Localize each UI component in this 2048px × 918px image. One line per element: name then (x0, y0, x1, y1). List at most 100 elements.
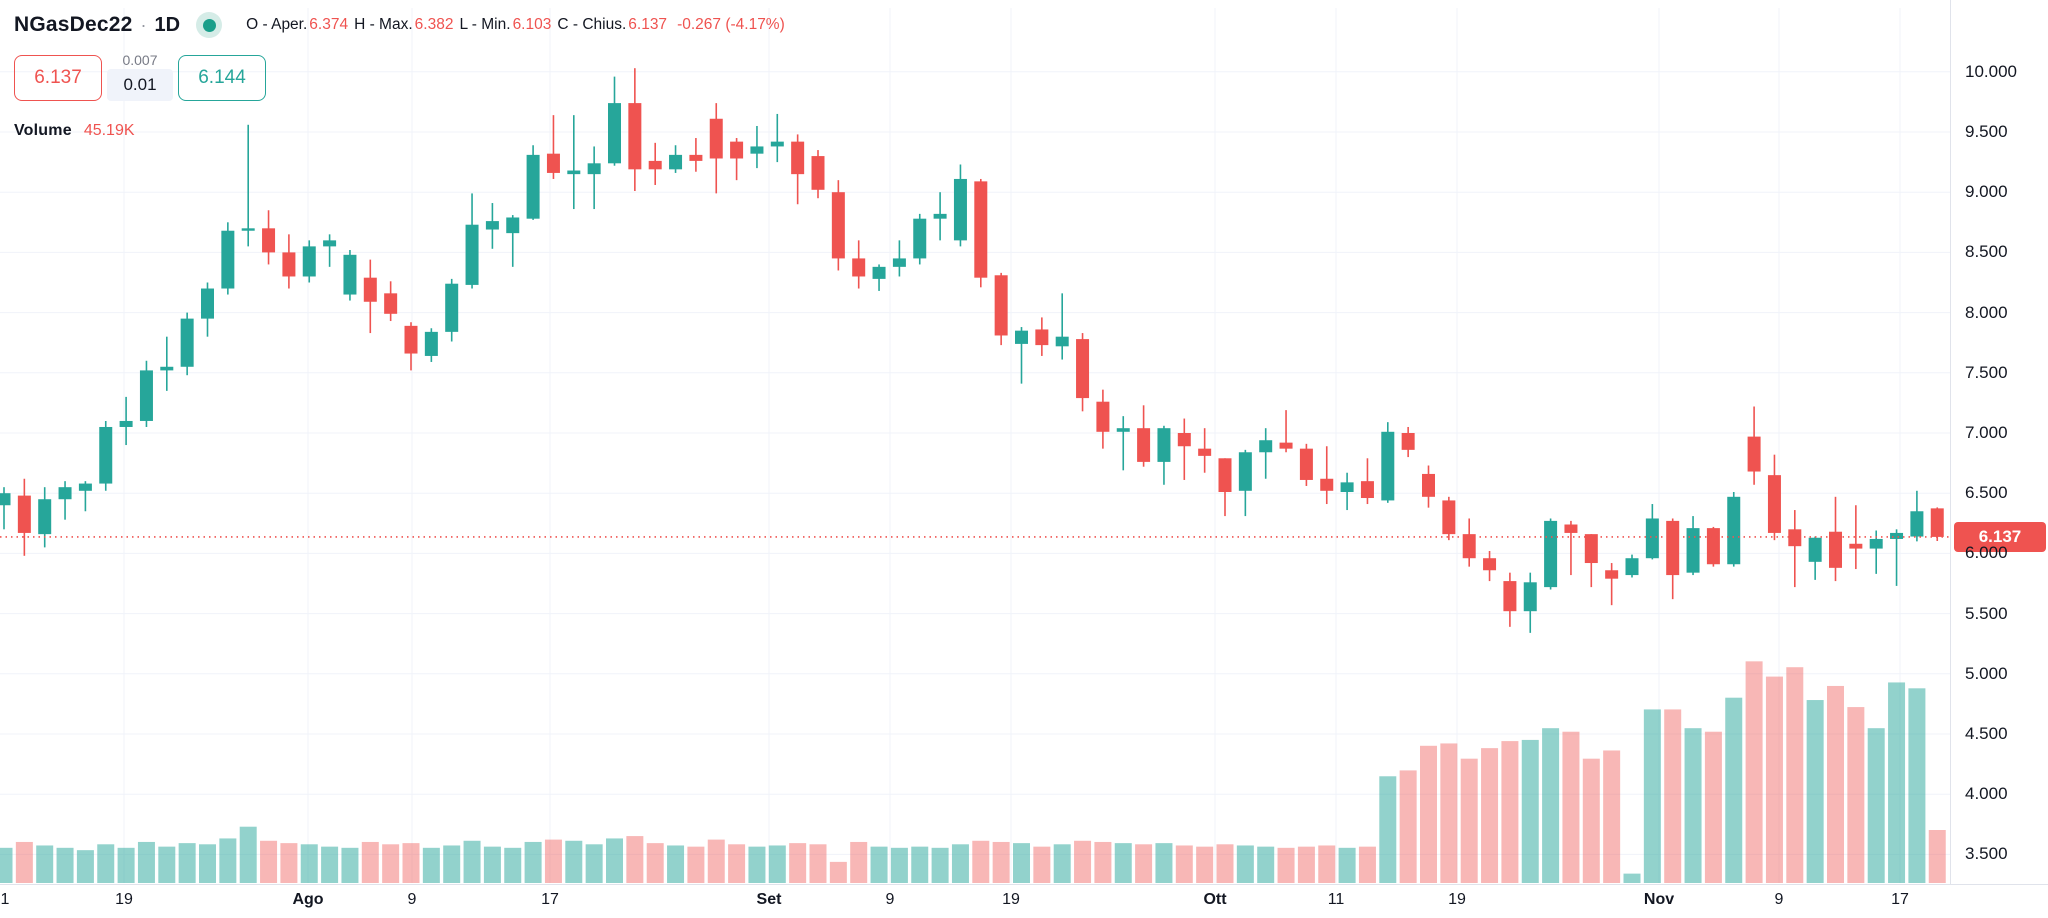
candle-body (831, 192, 845, 259)
candle-body (669, 154, 683, 170)
ohlc-field-value: 6.374 (309, 16, 349, 33)
volume-bar (829, 861, 847, 883)
candle-body (1076, 339, 1090, 399)
volume-bar (463, 840, 481, 883)
volume-bar (1684, 728, 1702, 883)
candle-body (1340, 482, 1354, 492)
volume-bar (1582, 758, 1600, 883)
change-readout: -0.267 (-4.17%) (677, 16, 785, 33)
candle-body (994, 275, 1008, 336)
price-tick-label: 9.000 (1965, 182, 2008, 202)
candle-body (1890, 532, 1904, 539)
candle-body (506, 217, 520, 234)
candle-body (1299, 448, 1313, 480)
time-axis[interactable]: 1 19 Ago 9 17 Set 9 19 Ott 11 19 Nov 9 17 (0, 884, 2048, 918)
volume-bar (1175, 845, 1193, 883)
volume-bar (544, 839, 562, 883)
buy-ask-button[interactable]: 6.144 (178, 55, 266, 101)
volume-bar (1379, 776, 1397, 883)
quote-panel: 6.137 0.007 0.01 6.144 (14, 52, 266, 101)
candle-body (58, 487, 72, 500)
volume-bar (76, 850, 94, 883)
price-tick-label: 10.000 (1965, 61, 2017, 81)
volume-bar (1216, 844, 1234, 883)
candle-body (384, 293, 398, 314)
volume-bar (341, 847, 359, 883)
time-tick-label: 19 (1002, 891, 1020, 908)
volume-bar (300, 844, 318, 883)
volume-bar (1623, 873, 1641, 883)
volume-bar (667, 845, 685, 883)
candle-body (953, 178, 967, 241)
volume-bar (646, 843, 664, 883)
candle-body (608, 103, 621, 164)
price-axis[interactable]: 6.137 10.000 9.500 9.000 8.500 8.000 7.500 7.0… (1950, 0, 2048, 884)
volume-bar (1358, 846, 1376, 883)
candle-body (526, 154, 540, 219)
candle-body (892, 258, 906, 267)
candle-body (1584, 534, 1598, 564)
candle-body (1381, 431, 1395, 501)
candle-body (1055, 336, 1069, 347)
candle-body (424, 331, 438, 356)
volume-bar (1664, 709, 1682, 883)
volume-bar (768, 845, 786, 883)
volume-bar (1562, 731, 1580, 883)
candle-body (1727, 496, 1741, 565)
volume-bar (219, 838, 237, 883)
candle-body (791, 141, 805, 175)
volume-bar (1827, 685, 1844, 883)
volume-value: 45.19K (83, 122, 135, 139)
volume-bar (422, 847, 440, 883)
volume-bar (728, 844, 746, 883)
price-tick-label: 7.000 (1965, 423, 2008, 442)
volume-bar (809, 844, 827, 883)
candle-body (1503, 581, 1517, 612)
volume-bar (1521, 739, 1539, 883)
volume-bar (239, 826, 257, 883)
candle-body (1157, 428, 1171, 462)
candle-body (1279, 442, 1293, 449)
volume-bar (443, 845, 461, 883)
volume-bar (1033, 846, 1051, 883)
volume-bar (687, 846, 705, 883)
volume-bar (1297, 846, 1315, 883)
symbol-name[interactable]: NGasDec22 (14, 13, 133, 36)
candle-body (1137, 428, 1151, 462)
sell-bid-button[interactable]: 6.137 (14, 55, 102, 101)
candle-body (1401, 433, 1415, 450)
volume-bar (870, 846, 888, 883)
candle-body (1625, 558, 1639, 576)
candle-body (1686, 528, 1700, 573)
time-tick-month-label: Ago (292, 891, 324, 908)
volume-bar (97, 844, 115, 883)
chart-legend: NGasDec22 · 1D O - Aper. 6.374 H - Max. 6.3… (14, 12, 785, 38)
volume-bar (1725, 697, 1743, 883)
price-tick-label: 7.500 (1965, 362, 2008, 382)
volume-label[interactable]: Volume (14, 122, 72, 139)
candle-body (363, 277, 377, 302)
candle-body (852, 258, 866, 277)
volume-bar (1155, 843, 1173, 883)
volume-bar (1135, 844, 1153, 883)
candle-body (1360, 481, 1374, 499)
volume-bar (1888, 682, 1906, 883)
ohlc-field-value: 6.382 (414, 16, 454, 33)
timeframe-label[interactable]: 1D (154, 13, 181, 36)
volume-bar (748, 846, 766, 883)
candle-body (1483, 558, 1497, 571)
volume-bar (1399, 770, 1417, 883)
ohlc-field-value: 6.103 (512, 16, 552, 33)
price-tick-label: 4.000 (1965, 784, 2008, 804)
volume-bar (911, 846, 929, 883)
time-tick-month-label: Nov (1643, 891, 1675, 908)
candle-body (648, 160, 662, 170)
volume-bar (321, 846, 339, 883)
volume-bar (1786, 667, 1804, 883)
time-tick-label: 11 (1327, 891, 1345, 908)
ohlc-field-label: H - Max. (354, 16, 413, 33)
candle-body (689, 154, 703, 161)
volume-bar (1765, 676, 1783, 883)
